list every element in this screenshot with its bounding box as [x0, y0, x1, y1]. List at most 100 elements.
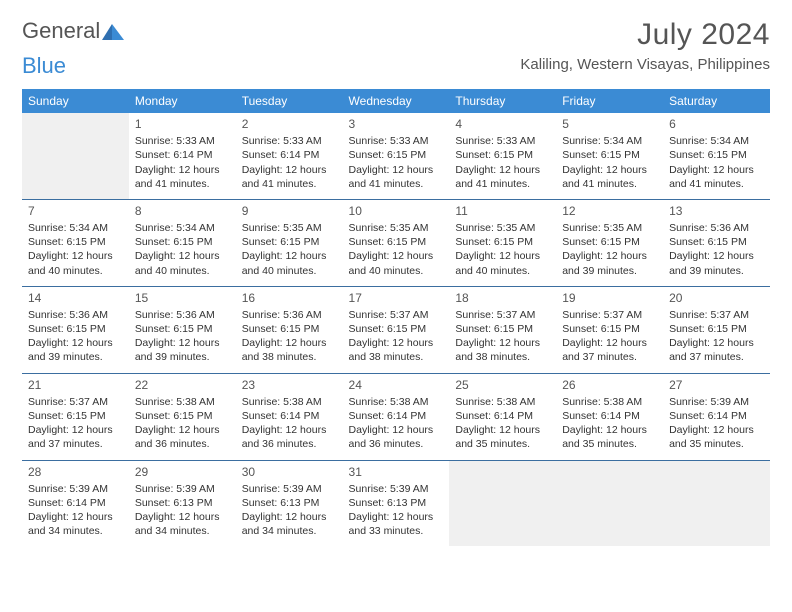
logo-text-1: General [22, 18, 100, 44]
dl2-text: and 41 minutes. [669, 177, 764, 191]
day-details: Sunrise: 5:38 AMSunset: 6:15 PMDaylight:… [135, 395, 230, 452]
dl2-text: and 34 minutes. [135, 524, 230, 538]
sunrise-text: Sunrise: 5:37 AM [562, 308, 657, 322]
day-cell: 12Sunrise: 5:35 AMSunset: 6:15 PMDayligh… [556, 199, 663, 286]
day-cell: 21 Sunrise: 5:37 AMSunset: 6:15 PMDayligh… [22, 373, 129, 460]
sunset-text: Sunset: 6:15 PM [455, 322, 550, 336]
day-number: 21 [28, 377, 123, 393]
month-title: July 2024 [520, 18, 770, 52]
sunset-text: Sunset: 6:15 PM [28, 409, 123, 423]
day-cell: 19Sunrise: 5:37 AMSunset: 6:15 PMDayligh… [556, 286, 663, 373]
day-number: 8 [135, 203, 230, 219]
dl1-text: Daylight: 12 hours [135, 336, 230, 350]
day-cell: 13Sunrise: 5:36 AMSunset: 6:15 PMDayligh… [663, 199, 770, 286]
day-details: Sunrise: 5:39 AMSunset: 6:13 PMDaylight:… [349, 482, 444, 539]
dl2-text: and 39 minutes. [669, 264, 764, 278]
day-cell: 18Sunrise: 5:37 AMSunset: 6:15 PMDayligh… [449, 286, 556, 373]
day-details: Sunrise: 5:34 AMSunset: 6:15 PMDaylight:… [28, 221, 123, 278]
sunset-text: Sunset: 6:15 PM [669, 235, 764, 249]
dl2-text: and 41 minutes. [135, 177, 230, 191]
day-details: Sunrise: 5:38 AMSunset: 6:14 PMDaylight:… [242, 395, 337, 452]
sunrise-text: Sunrise: 5:38 AM [562, 395, 657, 409]
dl1-text: Daylight: 12 hours [562, 336, 657, 350]
dl1-text: Daylight: 12 hours [135, 510, 230, 524]
dl1-text: Daylight: 12 hours [669, 163, 764, 177]
sunrise-text: Sunrise: 5:39 AM [242, 482, 337, 496]
dl1-text: Daylight: 12 hours [455, 336, 550, 350]
day-cell: 9Sunrise: 5:35 AMSunset: 6:15 PMDaylight… [236, 199, 343, 286]
day-details: Sunrise: 5:34 AMSunset: 6:15 PMDaylight:… [135, 221, 230, 278]
dl2-text: and 34 minutes. [242, 524, 337, 538]
sunset-text: Sunset: 6:15 PM [455, 235, 550, 249]
day-cell: 3Sunrise: 5:33 AMSunset: 6:15 PMDaylight… [343, 113, 450, 199]
day-cell: 30Sunrise: 5:39 AMSunset: 6:13 PMDayligh… [236, 460, 343, 546]
dl1-text: Daylight: 12 hours [669, 249, 764, 263]
sunset-text: Sunset: 6:14 PM [135, 148, 230, 162]
dl2-text: and 36 minutes. [242, 437, 337, 451]
sunset-text: Sunset: 6:15 PM [135, 322, 230, 336]
dl2-text: and 35 minutes. [455, 437, 550, 451]
dl1-text: Daylight: 12 hours [28, 423, 123, 437]
sunset-text: Sunset: 6:15 PM [349, 235, 444, 249]
sunset-text: Sunset: 6:14 PM [242, 409, 337, 423]
title-block: July 2024 Kaliling, Western Visayas, Phi… [520, 18, 770, 73]
sunrise-text: Sunrise: 5:37 AM [455, 308, 550, 322]
day-cell: 16Sunrise: 5:36 AMSunset: 6:15 PMDayligh… [236, 286, 343, 373]
dl1-text: Daylight: 12 hours [455, 163, 550, 177]
day-cell: 15Sunrise: 5:36 AMSunset: 6:15 PMDayligh… [129, 286, 236, 373]
day-cell: 4Sunrise: 5:33 AMSunset: 6:15 PMDaylight… [449, 113, 556, 199]
sunset-text: Sunset: 6:15 PM [135, 235, 230, 249]
sunset-text: Sunset: 6:14 PM [562, 409, 657, 423]
day-cell: 29Sunrise: 5:39 AMSunset: 6:13 PMDayligh… [129, 460, 236, 546]
dl2-text: and 40 minutes. [349, 264, 444, 278]
weekday-header: Tuesday [236, 89, 343, 113]
sunrise-text: Sunrise: 5:38 AM [242, 395, 337, 409]
sunset-text: Sunset: 6:15 PM [349, 148, 444, 162]
day-number: 6 [669, 116, 764, 132]
dl2-text: and 39 minutes. [135, 350, 230, 364]
dl2-text: and 36 minutes. [349, 437, 444, 451]
sunrise-text: Sunrise: 5:35 AM [349, 221, 444, 235]
dl2-text: and 37 minutes. [28, 437, 123, 451]
day-cell: 20Sunrise: 5:37 AMSunset: 6:15 PMDayligh… [663, 286, 770, 373]
calendar-body: 1Sunrise: 5:33 AMSunset: 6:14 PMDaylight… [22, 113, 770, 546]
dl2-text: and 40 minutes. [28, 264, 123, 278]
sunrise-text: Sunrise: 5:38 AM [455, 395, 550, 409]
day-cell: 23Sunrise: 5:38 AMSunset: 6:14 PMDayligh… [236, 373, 343, 460]
sunset-text: Sunset: 6:15 PM [455, 148, 550, 162]
sunrise-text: Sunrise: 5:34 AM [669, 134, 764, 148]
day-number: 27 [669, 377, 764, 393]
sunset-text: Sunset: 6:13 PM [135, 496, 230, 510]
dl2-text: and 39 minutes. [562, 264, 657, 278]
day-details: Sunrise: 5:37 AMSunset: 6:15 PMDaylight:… [669, 308, 764, 365]
dl1-text: Daylight: 12 hours [135, 249, 230, 263]
dl1-text: Daylight: 12 hours [562, 423, 657, 437]
sunrise-text: Sunrise: 5:39 AM [28, 482, 123, 496]
sunrise-text: Sunrise: 5:36 AM [669, 221, 764, 235]
sunset-text: Sunset: 6:15 PM [562, 148, 657, 162]
day-details: Sunrise: 5:34 AMSunset: 6:15 PMDaylight:… [669, 134, 764, 191]
logo: General [22, 18, 125, 44]
sunset-text: Sunset: 6:15 PM [28, 322, 123, 336]
sunset-text: Sunset: 6:14 PM [242, 148, 337, 162]
sunrise-text: Sunrise: 5:37 AM [28, 395, 123, 409]
day-cell: 28Sunrise: 5:39 AMSunset: 6:14 PMDayligh… [22, 460, 129, 546]
weekday-header: Wednesday [343, 89, 450, 113]
dl1-text: Daylight: 12 hours [562, 163, 657, 177]
sunrise-text: Sunrise: 5:36 AM [242, 308, 337, 322]
day-number: 12 [562, 203, 657, 219]
dl2-text: and 40 minutes. [135, 264, 230, 278]
day-number: 16 [242, 290, 337, 306]
dl2-text: and 38 minutes. [242, 350, 337, 364]
day-cell: 24Sunrise: 5:38 AMSunset: 6:14 PMDayligh… [343, 373, 450, 460]
sunrise-text: Sunrise: 5:33 AM [349, 134, 444, 148]
day-details: Sunrise: 5:35 AMSunset: 6:15 PMDaylight:… [242, 221, 337, 278]
day-details: Sunrise: 5:34 AMSunset: 6:15 PMDaylight:… [562, 134, 657, 191]
day-details: Sunrise: 5:36 AMSunset: 6:15 PMDaylight:… [28, 308, 123, 365]
sunset-text: Sunset: 6:13 PM [349, 496, 444, 510]
day-cell: 10Sunrise: 5:35 AMSunset: 6:15 PMDayligh… [343, 199, 450, 286]
dl1-text: Daylight: 12 hours [349, 249, 444, 263]
day-cell: 14Sunrise: 5:36 AMSunset: 6:15 PMDayligh… [22, 286, 129, 373]
sunrise-text: Sunrise: 5:39 AM [669, 395, 764, 409]
empty-cell [663, 460, 770, 546]
